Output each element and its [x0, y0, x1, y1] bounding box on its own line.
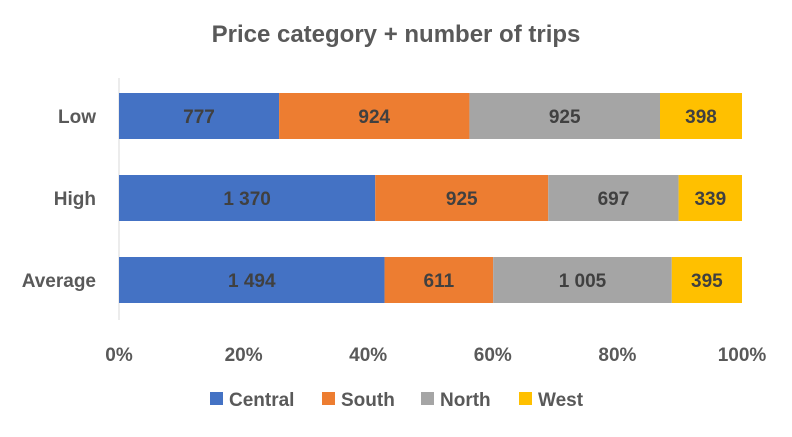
data-label-high-central: 1 370	[223, 189, 271, 210]
legend-label-north: North	[440, 390, 491, 411]
bar-high-central	[119, 175, 376, 221]
bar-average-south	[384, 257, 494, 303]
data-label-average-south: 611	[424, 271, 455, 292]
category-label-high: High	[54, 189, 96, 210]
category-label-low: Low	[58, 107, 96, 128]
data-label-low-south: 924	[358, 107, 390, 128]
x-tick-label-40-: 40%	[349, 345, 387, 366]
data-label-average-north: 1 005	[559, 271, 607, 292]
bar-average-north	[493, 257, 672, 303]
plot-area: Low 777 924 925 398 High 1 370 925 697 339 Average…	[22, 93, 742, 303]
legend-swatch-central	[210, 392, 223, 405]
data-label-average-central: 1 494	[228, 271, 276, 292]
bar-low-central	[119, 93, 280, 139]
x-tick-label-80-: 80%	[598, 345, 636, 366]
category-label-average: Average	[22, 271, 96, 292]
data-label-high-south: 925	[446, 189, 478, 210]
chart-title: Price category + number of trips	[212, 21, 581, 48]
data-label-high-west: 339	[694, 189, 726, 210]
bar-low-west	[660, 93, 742, 139]
bar-high-west	[678, 175, 742, 221]
x-axis-ticks: 0% 20% 40% 60% 80% 100%	[105, 345, 766, 366]
x-tick-label-0-: 0%	[105, 345, 133, 366]
x-tick-label-60-: 60%	[474, 345, 512, 366]
bar-low-north	[469, 93, 661, 139]
data-label-low-west: 398	[685, 107, 717, 128]
legend-swatch-north	[421, 392, 434, 405]
legend-label-south: South	[341, 390, 395, 411]
legend-label-west: West	[538, 390, 584, 411]
legend-swatch-south	[322, 392, 335, 405]
data-label-high-north: 697	[598, 189, 630, 210]
bar-low-south	[279, 93, 470, 139]
legend-swatch-west	[519, 392, 532, 405]
legend-label-central: Central	[229, 390, 294, 411]
data-label-low-north: 925	[549, 107, 581, 128]
data-label-average-west: 395	[691, 271, 723, 292]
x-tick-label-100-: 100%	[718, 345, 767, 366]
bar-average-central	[119, 257, 385, 303]
bar-high-south	[375, 175, 549, 221]
legend: Central South North West	[210, 390, 584, 411]
bar-average-west	[671, 257, 742, 303]
x-tick-label-20-: 20%	[225, 345, 263, 366]
bar-high-north	[548, 175, 679, 221]
data-label-low-central: 777	[183, 107, 215, 128]
